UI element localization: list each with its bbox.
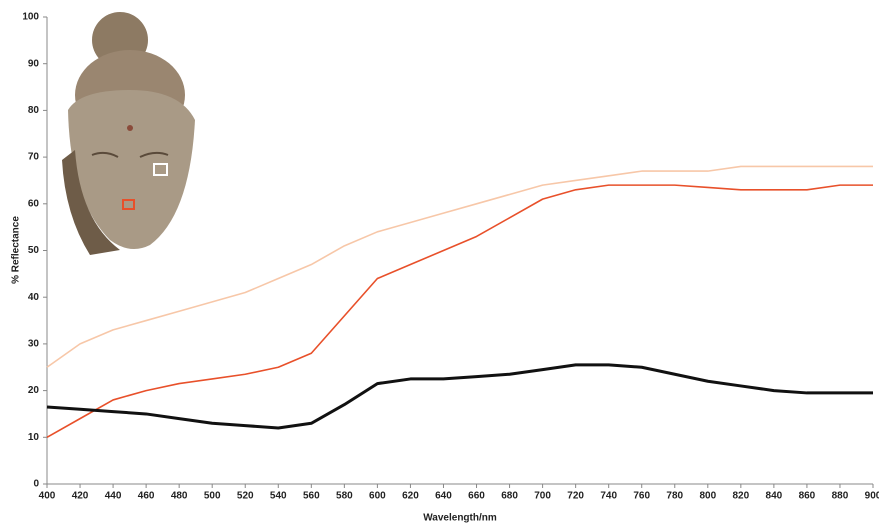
y-tick-label: 90: [28, 58, 40, 69]
x-tick-label: 720: [567, 491, 584, 502]
x-tick-label: 640: [435, 491, 452, 502]
x-tick-label: 500: [204, 491, 221, 502]
x-tick-label: 900: [865, 491, 879, 502]
y-tick-label: 10: [28, 432, 40, 443]
series-line: [47, 365, 873, 428]
x-tick-label: 820: [732, 491, 749, 502]
x-tick-label: 420: [72, 491, 89, 502]
x-tick-label: 680: [501, 491, 518, 502]
x-tick-label: 440: [105, 491, 122, 502]
x-tick-label: 660: [468, 491, 485, 502]
x-tick-label: 740: [600, 491, 617, 502]
x-tick-label: 460: [138, 491, 155, 502]
series-line: [47, 185, 873, 437]
x-tick-label: 880: [832, 491, 849, 502]
y-tick-label: 100: [22, 12, 39, 23]
y-axis-label: % Reflectance: [11, 216, 22, 284]
y-tick-label: 70: [28, 152, 40, 163]
x-tick-label: 760: [633, 491, 650, 502]
y-tick-label: 60: [28, 198, 40, 209]
y-tick-label: 30: [28, 339, 40, 350]
inset-photo: [62, 12, 195, 255]
chart: % Reflectance Wavelength/nm 0 10 20 30 40 50 6…: [0, 0, 879, 526]
x-tick-label: 560: [303, 491, 320, 502]
x-tick-label: 400: [39, 491, 56, 502]
x-tick-label: 780: [666, 491, 683, 502]
x-tick-label: 620: [402, 491, 419, 502]
y-tick-label: 40: [28, 292, 40, 303]
y-tick-label: 20: [28, 385, 40, 396]
x-tick-label: 840: [766, 491, 783, 502]
x-tick-label: 600: [369, 491, 386, 502]
x-axis-label: Wavelength/nm: [423, 513, 497, 524]
x-tick-label: 800: [699, 491, 716, 502]
x-tick-label: 580: [336, 491, 353, 502]
y-tick-label: 0: [33, 479, 39, 490]
x-tick-label: 700: [534, 491, 551, 502]
y-tick-label: 50: [28, 245, 40, 256]
y-tick-label: 80: [28, 105, 40, 116]
x-tick-label: 480: [171, 491, 188, 502]
x-tick-label: 540: [270, 491, 287, 502]
x-tick-label: 520: [237, 491, 254, 502]
x-tick-label: 860: [799, 491, 816, 502]
